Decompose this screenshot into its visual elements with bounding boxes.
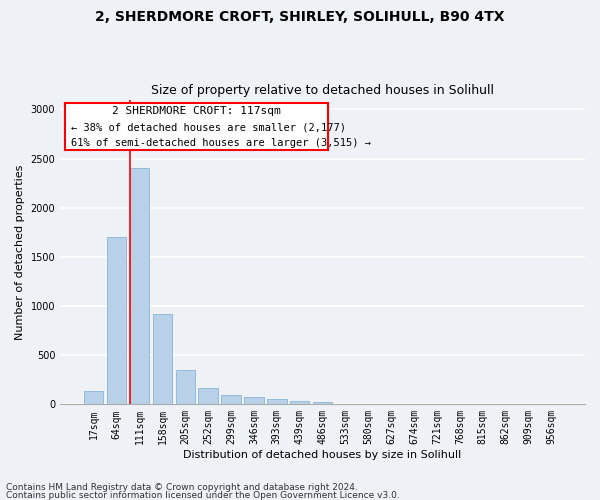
Bar (244, 397, 263, 404)
Bar (267, 399, 287, 404)
Y-axis label: Number of detached properties: Number of detached properties (15, 164, 25, 340)
X-axis label: Distribution of detached houses by size in Solihull: Distribution of detached houses by size … (184, 450, 462, 460)
Bar (313, 402, 332, 404)
Bar (107, 237, 127, 404)
Text: 61% of semi-detached houses are larger (3,515) →: 61% of semi-detached houses are larger (… (71, 138, 371, 147)
Bar (221, 394, 241, 404)
Text: Contains HM Land Registry data © Crown copyright and database right 2024.: Contains HM Land Registry data © Crown c… (6, 484, 358, 492)
Bar (176, 370, 195, 404)
Text: 2 SHERDMORE CROFT: 117sqm: 2 SHERDMORE CROFT: 117sqm (112, 106, 281, 117)
Text: ← 38% of detached houses are smaller (2,177): ← 38% of detached houses are smaller (2,… (71, 122, 346, 132)
Bar (130, 168, 149, 404)
Bar (290, 402, 310, 404)
Text: Contains public sector information licensed under the Open Government Licence v3: Contains public sector information licen… (6, 490, 400, 500)
FancyBboxPatch shape (65, 102, 328, 150)
Bar (199, 388, 218, 404)
Title: Size of property relative to detached houses in Solihull: Size of property relative to detached ho… (151, 84, 494, 97)
Bar (84, 390, 103, 404)
Text: 2, SHERDMORE CROFT, SHIRLEY, SOLIHULL, B90 4TX: 2, SHERDMORE CROFT, SHIRLEY, SOLIHULL, B… (95, 10, 505, 24)
Bar (152, 314, 172, 404)
